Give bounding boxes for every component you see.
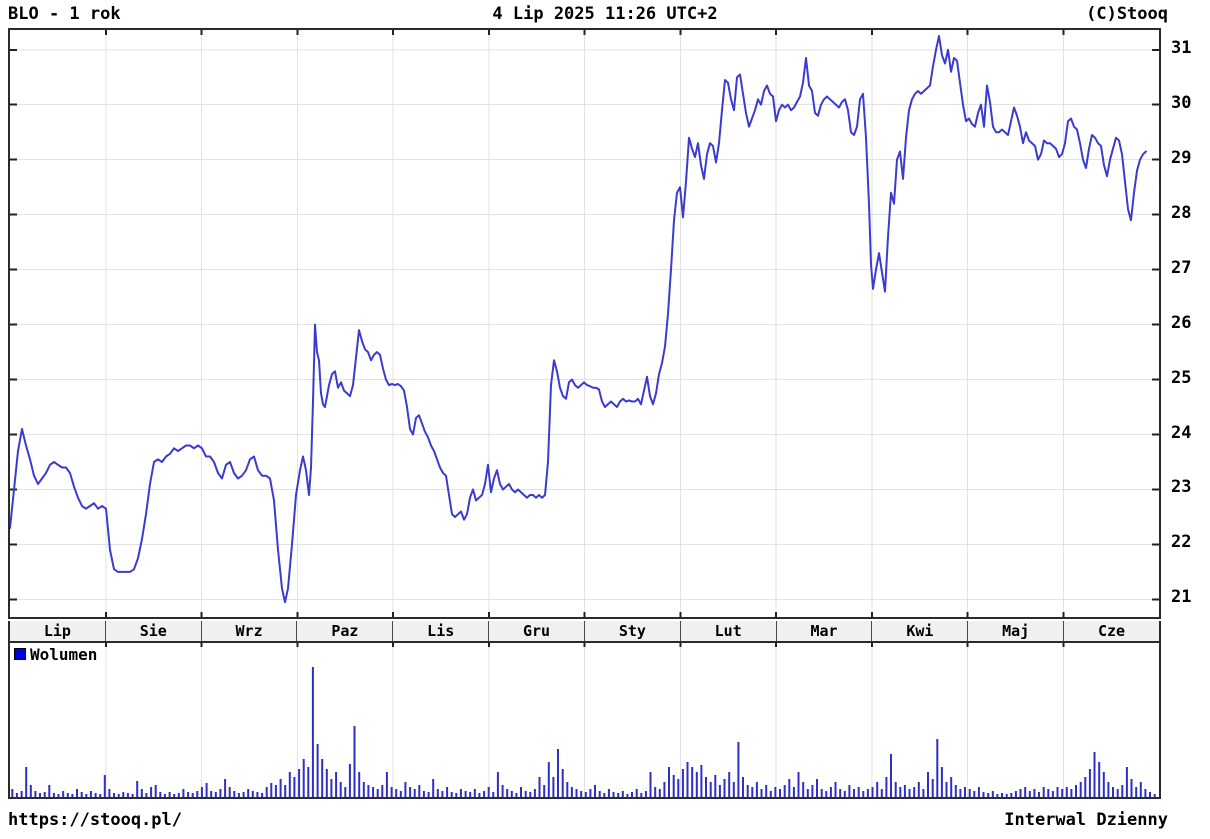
- month-label: Kwi: [872, 621, 969, 641]
- y-axis-label: 27: [1171, 257, 1192, 278]
- volume-legend-label: Wolumen: [30, 644, 98, 664]
- volume-chart-panel: [8, 641, 1161, 799]
- month-label: Sty: [585, 621, 681, 641]
- price-chart-panel: [8, 28, 1161, 619]
- y-axis-label: 26: [1171, 312, 1192, 333]
- interval-label: Interwal Dzienny: [1004, 810, 1168, 830]
- y-axis-label: 28: [1171, 202, 1192, 223]
- y-axis-label: 29: [1171, 147, 1192, 168]
- volume-legend-swatch-icon: [14, 648, 26, 660]
- month-label: Cze: [1097, 622, 1126, 640]
- month-label: Sie: [106, 621, 202, 641]
- y-axis-label: 25: [1171, 367, 1192, 388]
- y-axis-label: 30: [1171, 92, 1192, 113]
- volume-legend: Wolumen: [14, 644, 98, 664]
- month-label: Lut: [681, 621, 777, 641]
- y-axis-label: 21: [1171, 587, 1192, 608]
- month-label: Mar: [777, 621, 873, 641]
- y-axis-label: 22: [1171, 532, 1192, 553]
- source-url: https://stooq.pl/: [8, 810, 182, 830]
- month-label: Wrz: [202, 621, 298, 641]
- volume-bar-chart: [11, 643, 1156, 797]
- chart-datetime: 4 Lip 2025 11:26 UTC+2: [492, 4, 718, 24]
- chart-title: BLO - 1 rok: [8, 4, 121, 24]
- copyright-label: (C)Stooq: [1086, 4, 1168, 24]
- month-label: Maj: [968, 621, 1065, 641]
- price-line-chart: [10, 30, 1159, 617]
- y-axis-label: 23: [1171, 477, 1192, 498]
- month-label: Gru: [489, 621, 585, 641]
- y-axis-label: 24: [1171, 422, 1192, 443]
- month-label: Paz: [297, 621, 394, 641]
- y-axis-label: 31: [1171, 37, 1192, 58]
- month-label: Lis: [393, 621, 490, 641]
- month-label: Lip: [10, 621, 106, 641]
- month-axis-band: Lip Sie Wrz Paz Lis Gru Sty Lut Mar Kwi Maj Cze: [8, 621, 1161, 641]
